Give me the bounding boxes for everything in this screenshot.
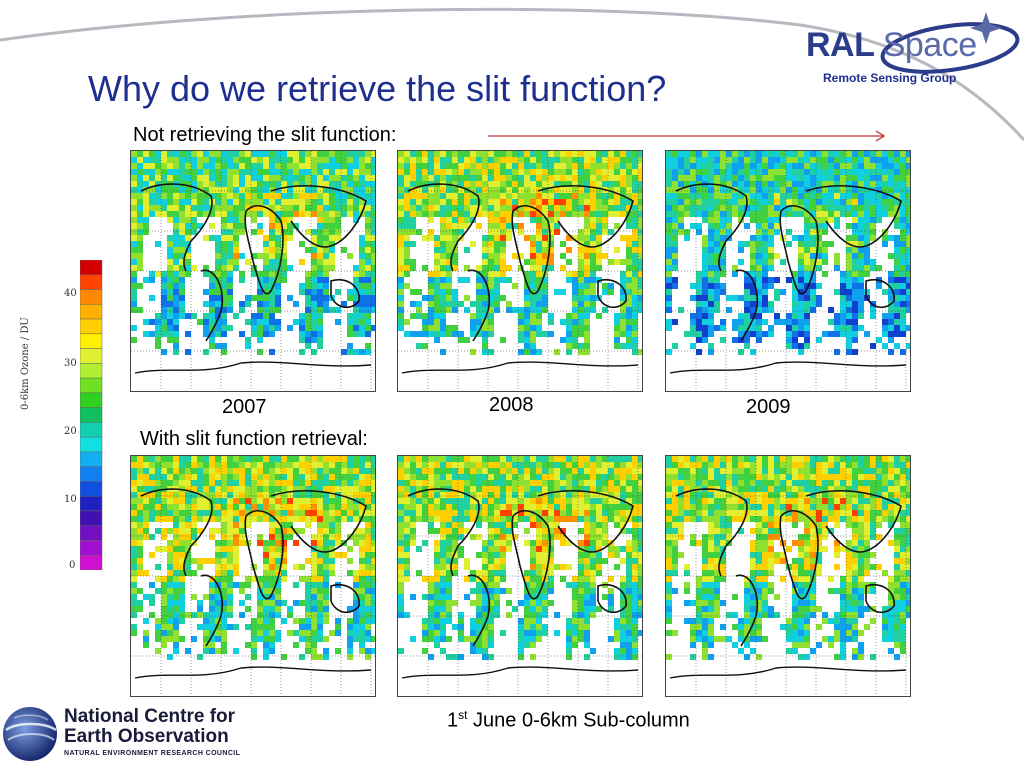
colorbar-swatch [80, 348, 103, 364]
colorbar-swatch [80, 304, 103, 320]
colorbar-swatch [80, 436, 103, 453]
ral-space-logo [880, 12, 1020, 74]
colorbar-swatch [80, 510, 103, 526]
year-label-2007: 2007 [222, 396, 267, 418]
year-label-2008: 2008 [489, 394, 534, 416]
nceo-globe-logo [3, 707, 57, 761]
colorbar-swatch [80, 451, 103, 467]
section-top-label: Not retrieving the slit function: [133, 124, 397, 146]
colorbar-swatch [80, 554, 103, 570]
colorbar-swatch [80, 260, 103, 276]
colorbar-swatch [80, 525, 103, 541]
caption-rest: June 0-6km Sub-column [467, 709, 690, 732]
colorbar-swatch [80, 289, 103, 305]
colorbar-label: 0-6km Ozone / DU [20, 317, 31, 410]
map-top-2007 [130, 150, 376, 392]
colorbar-swatch [80, 318, 103, 335]
colorbar-swatch [80, 495, 103, 512]
arrow-icon [488, 130, 886, 142]
colorbar-swatch [80, 363, 103, 379]
colorbar-tick: 10 [64, 494, 77, 505]
colorbar-tick: 30 [64, 358, 77, 369]
ral-space-wordmark: RAL Space [806, 26, 977, 65]
map-top-2008 [397, 150, 643, 392]
map-top-2009 [665, 150, 911, 392]
year-label-2009: 2009 [746, 396, 791, 418]
colorbar-swatch [80, 407, 103, 423]
colorbar-swatch [80, 481, 103, 497]
colorbar-swatch [80, 274, 103, 290]
ral-brand: RAL [806, 26, 874, 64]
map-bottom-2009 [665, 455, 911, 697]
caption-sup: st [458, 708, 468, 722]
colorbar [80, 260, 103, 570]
section-bottom-label: With slit function retrieval: [140, 428, 368, 450]
colorbar-swatch [80, 422, 103, 438]
map-bottom-2007 [130, 455, 376, 697]
colorbar-swatch [80, 392, 103, 408]
page-title: Why do we retrieve the slit function? [88, 68, 667, 109]
colorbar-tick: 0 [69, 560, 76, 571]
map-bottom-2008 [397, 455, 643, 697]
colorbar-tick: 40 [64, 288, 77, 299]
nceo-name-line2: Earth Observation [64, 726, 229, 747]
colorbar-swatch [80, 377, 103, 394]
nceo-name-line1: National Centre for [64, 706, 236, 727]
colorbar-swatch [80, 466, 103, 482]
nceo-name-line3: NATURAL ENVIRONMENT RESEARCH COUNCIL [64, 750, 241, 757]
caption-prefix: 1 [447, 709, 459, 732]
space-brand: Space [882, 26, 977, 64]
ral-subtitle: Remote Sensing Group [823, 71, 957, 85]
colorbar-swatch [80, 540, 103, 556]
caption: 1st June 0-6km Sub-column [447, 708, 690, 733]
colorbar-tick: 20 [64, 426, 77, 437]
colorbar-swatch [80, 333, 103, 349]
